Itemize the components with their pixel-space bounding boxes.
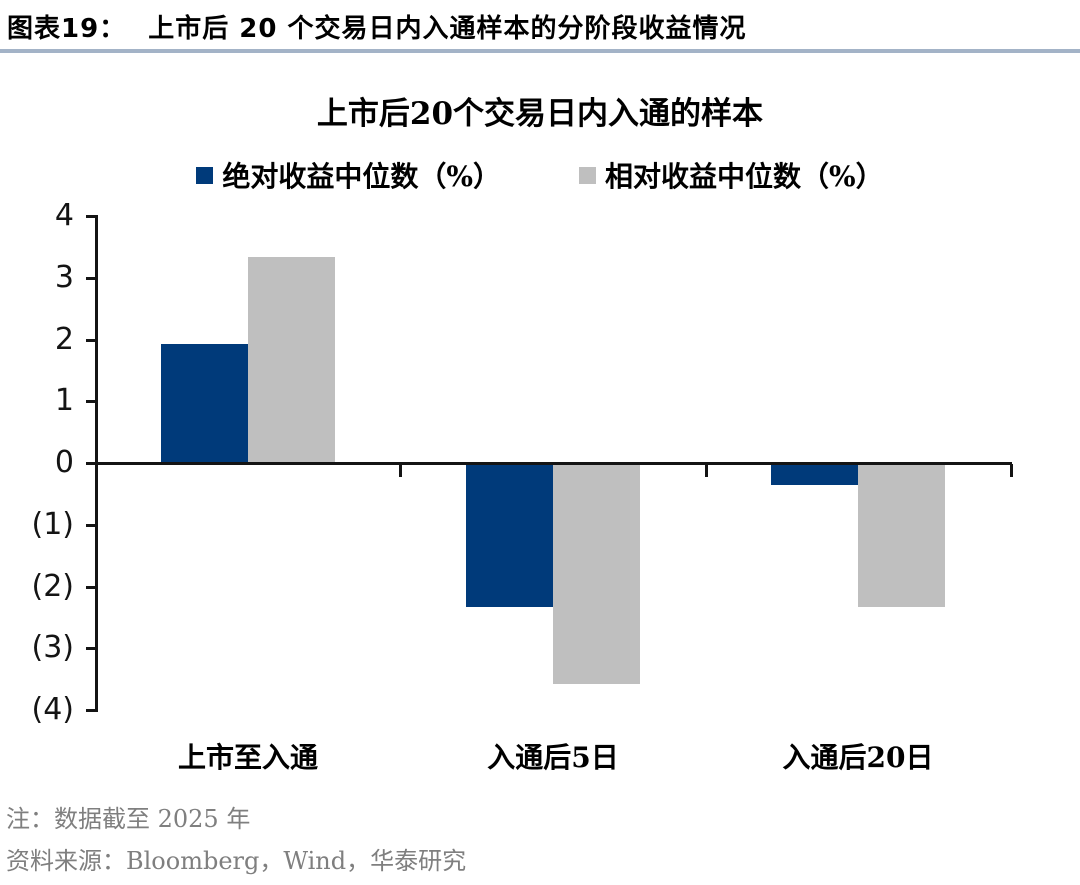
y-tick-label-5: (1)	[31, 507, 75, 542]
figure-header: 图表19： 上市后 20 个交易日内入通样本的分阶段收益情况	[7, 8, 1067, 45]
y-tick-label-6: (2)	[31, 569, 75, 604]
x-axis-label-1: 入通后5日	[487, 741, 619, 774]
y-tick-label-4: 0	[54, 445, 74, 480]
bar-series0-cat2	[771, 465, 858, 485]
y-tick-7	[86, 647, 95, 650]
y-tick-2	[86, 339, 95, 342]
y-tick-label-8: (4)	[31, 692, 75, 727]
x-axis-line	[95, 462, 1012, 465]
y-tick-1	[86, 277, 95, 280]
bar-series0-cat0	[161, 344, 248, 463]
y-tick-label-1: 3	[54, 260, 74, 295]
legend-item-absolute-return: 绝对收益中位数（%）	[196, 155, 501, 195]
legend-label-relative-return: 相对收益中位数（%）	[605, 160, 884, 193]
figure-title: 上市后 20 个交易日内入通样本的分阶段收益情况	[148, 14, 747, 44]
bar-series1-cat0	[248, 257, 335, 463]
x-tick-2	[705, 464, 708, 477]
y-tick-4	[86, 462, 95, 465]
y-tick-label-2: 2	[54, 322, 74, 357]
y-tick-label-0: 4	[54, 198, 74, 233]
y-tick-3	[86, 400, 95, 403]
y-tick-6	[86, 586, 95, 589]
figure-number-label: 图表19：	[7, 14, 127, 44]
chart-legend: 绝对收益中位数（%） 相对收益中位数（%）	[0, 156, 1080, 194]
chart-note: 注：数据截至 2025 年	[6, 805, 251, 833]
legend-item-relative-return: 相对收益中位数（%）	[579, 155, 884, 195]
chart-title: 上市后20个交易日内入通的样本	[316, 96, 764, 132]
y-tick-label-7: (3)	[31, 630, 75, 665]
y-tick-5	[86, 524, 95, 527]
x-axis-label-2: 入通后20日	[782, 741, 934, 774]
y-tick-label-3: 1	[54, 383, 74, 418]
bar-series0-cat1	[466, 465, 553, 607]
x-axis-label-0: 上市至入通	[177, 741, 318, 774]
bar-series1-cat1	[553, 465, 640, 684]
legend-swatch-relative-return	[579, 166, 596, 184]
title-divider	[0, 49, 1080, 53]
legend-label-absolute-return: 绝对收益中位数（%）	[222, 160, 501, 193]
legend-swatch-absolute-return	[196, 166, 214, 184]
bar-series1-cat2	[858, 465, 945, 607]
chart-source: 资料来源：Bloomberg，Wind，华泰研究	[6, 847, 467, 875]
x-tick-3	[1010, 464, 1013, 477]
x-tick-1	[399, 464, 402, 477]
y-tick-8	[86, 709, 95, 712]
y-tick-0	[86, 215, 95, 218]
